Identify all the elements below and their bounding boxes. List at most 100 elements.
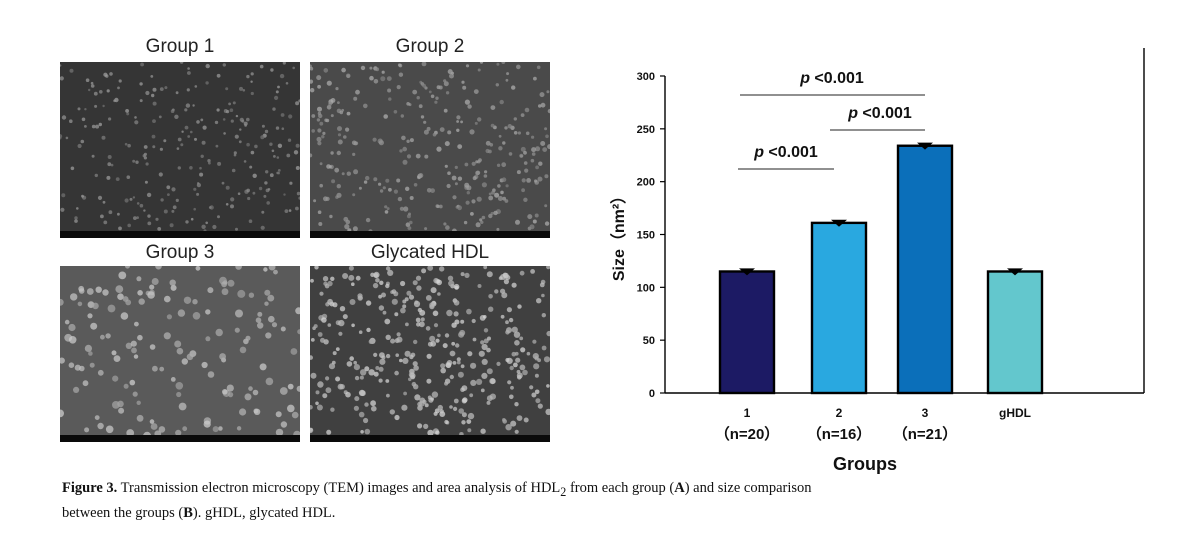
tem-particle bbox=[328, 363, 336, 370]
tem-particle bbox=[318, 222, 323, 226]
tem-particle bbox=[464, 182, 470, 188]
tem-particle bbox=[525, 131, 530, 136]
tem-particle bbox=[494, 192, 500, 198]
tem-particle bbox=[264, 289, 271, 296]
tem-particle bbox=[147, 214, 151, 218]
tem-particle bbox=[456, 357, 461, 362]
tem-particle bbox=[332, 351, 337, 356]
tem-particle bbox=[472, 176, 477, 181]
tem-particle bbox=[436, 204, 440, 209]
tem-particle bbox=[478, 350, 485, 357]
tem-particle bbox=[415, 317, 421, 323]
tem-particle bbox=[437, 292, 441, 296]
tem-particle bbox=[317, 84, 321, 89]
tem-particle bbox=[546, 90, 550, 94]
tem-particle bbox=[531, 392, 537, 398]
tem-title-group-1: Group 1 bbox=[145, 36, 215, 57]
tem-particle bbox=[396, 85, 401, 90]
tem-particle bbox=[76, 207, 79, 210]
bar-3 bbox=[896, 144, 954, 395]
tem-particle bbox=[412, 361, 418, 367]
tem-particle bbox=[279, 387, 288, 395]
tem-particle bbox=[461, 420, 466, 425]
tem-particle bbox=[287, 383, 294, 390]
tem-particle bbox=[126, 175, 131, 179]
tem-particle bbox=[440, 367, 446, 374]
tem-particle bbox=[541, 345, 547, 351]
tem-particle bbox=[379, 280, 384, 285]
tem-texture-2 bbox=[310, 62, 550, 238]
tem-particle bbox=[457, 144, 463, 149]
tem-particle bbox=[226, 384, 234, 392]
tem-particle bbox=[97, 195, 103, 200]
tem-particle bbox=[60, 76, 64, 81]
tem-particle bbox=[412, 280, 418, 286]
tem-particle bbox=[280, 421, 288, 428]
tem-particle bbox=[150, 423, 158, 430]
tem-particle bbox=[196, 120, 200, 124]
tem-particle bbox=[378, 140, 384, 146]
tem-particle bbox=[511, 351, 517, 357]
tem-particle bbox=[382, 186, 386, 190]
tem-particle bbox=[310, 88, 315, 93]
tem-particle bbox=[327, 280, 333, 287]
tem-particle bbox=[513, 117, 517, 121]
tem-particle bbox=[406, 154, 412, 159]
tem-particle bbox=[534, 373, 539, 378]
tem-particle bbox=[388, 187, 392, 192]
tem-particle bbox=[451, 175, 457, 181]
tem-particle bbox=[310, 372, 317, 379]
tem-particle bbox=[467, 428, 472, 433]
tem-image-glycated-hdl bbox=[310, 266, 550, 442]
tem-particle bbox=[352, 152, 356, 156]
tem-particle bbox=[175, 198, 179, 202]
tem-particle bbox=[453, 398, 459, 404]
tem-particle bbox=[246, 142, 250, 147]
tem-particle bbox=[134, 321, 139, 327]
tem-particle bbox=[467, 104, 472, 109]
tem-particle bbox=[511, 326, 518, 333]
tem-particle bbox=[424, 154, 429, 159]
tem-particle bbox=[444, 381, 449, 386]
tem-particle bbox=[358, 186, 362, 190]
tem-particle bbox=[193, 207, 196, 211]
tem-particle bbox=[325, 376, 330, 381]
tem-particle bbox=[196, 183, 201, 188]
tem-particle bbox=[331, 179, 336, 184]
tem-particle bbox=[444, 333, 450, 338]
tem-particle bbox=[411, 381, 417, 387]
tem-particle bbox=[472, 337, 477, 342]
tem-particle bbox=[351, 282, 355, 286]
tem-particle bbox=[394, 414, 400, 421]
tem-particle bbox=[319, 162, 323, 166]
x-tick-sublabel: （n=21） bbox=[893, 425, 958, 443]
tem-particle bbox=[326, 164, 331, 169]
tem-particle bbox=[190, 217, 194, 221]
tem-particle bbox=[267, 294, 275, 302]
tem-particle bbox=[164, 295, 171, 303]
tem-particle bbox=[540, 102, 546, 108]
tem-particle bbox=[535, 398, 541, 404]
tem-particle bbox=[454, 182, 458, 186]
tem-particle bbox=[269, 173, 274, 178]
tem-particle bbox=[327, 323, 332, 327]
tem-particle bbox=[84, 125, 87, 128]
tem-particle bbox=[406, 139, 410, 143]
tem-particle bbox=[270, 68, 274, 72]
tem-particle bbox=[544, 127, 548, 131]
tem-particle bbox=[499, 99, 504, 105]
tem-particle bbox=[108, 210, 113, 215]
tem-particle bbox=[496, 361, 501, 366]
tem-particle bbox=[436, 146, 442, 152]
tem-particle bbox=[445, 362, 452, 368]
tem-particle bbox=[250, 150, 255, 155]
tem-particle bbox=[145, 90, 150, 96]
tem-particle bbox=[314, 266, 319, 270]
bar-2 bbox=[810, 221, 868, 395]
tem-particle bbox=[277, 143, 283, 148]
tem-particle bbox=[286, 153, 291, 158]
tem-particle bbox=[386, 207, 390, 211]
tem-particle bbox=[275, 90, 279, 94]
tem-particle bbox=[313, 324, 318, 329]
tem-particle bbox=[523, 150, 527, 155]
